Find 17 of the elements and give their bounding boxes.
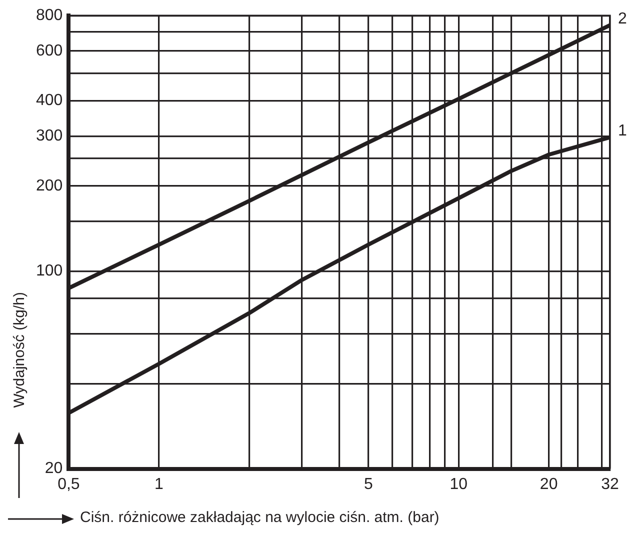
x-tick-label: 10: [450, 476, 468, 493]
series-label: 2: [618, 10, 627, 28]
x-tick-label: 1: [154, 476, 164, 493]
y-tick-label: 20: [44, 460, 63, 478]
x-axis-title: Ciśn. różnicowe zakładając na wylocie ciśn. atm. (bar): [80, 509, 440, 526]
x-tick-label: 32: [601, 476, 619, 493]
x-tick-label: 20: [540, 476, 558, 493]
x-tick-label: 0,5: [58, 476, 80, 493]
y-tick-label: 800: [36, 7, 63, 24]
y-tick-label: 100: [36, 262, 63, 280]
series-label: 1: [618, 122, 627, 140]
y-tick-label: 400: [36, 92, 63, 110]
y-axis-title: Wydajność (kg/h): [10, 292, 28, 408]
y-tick-label: 600: [36, 42, 63, 60]
x-tick-label: 5: [364, 476, 373, 493]
y-tick-label: 300: [36, 128, 63, 145]
y-tick-label: 200: [36, 177, 63, 194]
